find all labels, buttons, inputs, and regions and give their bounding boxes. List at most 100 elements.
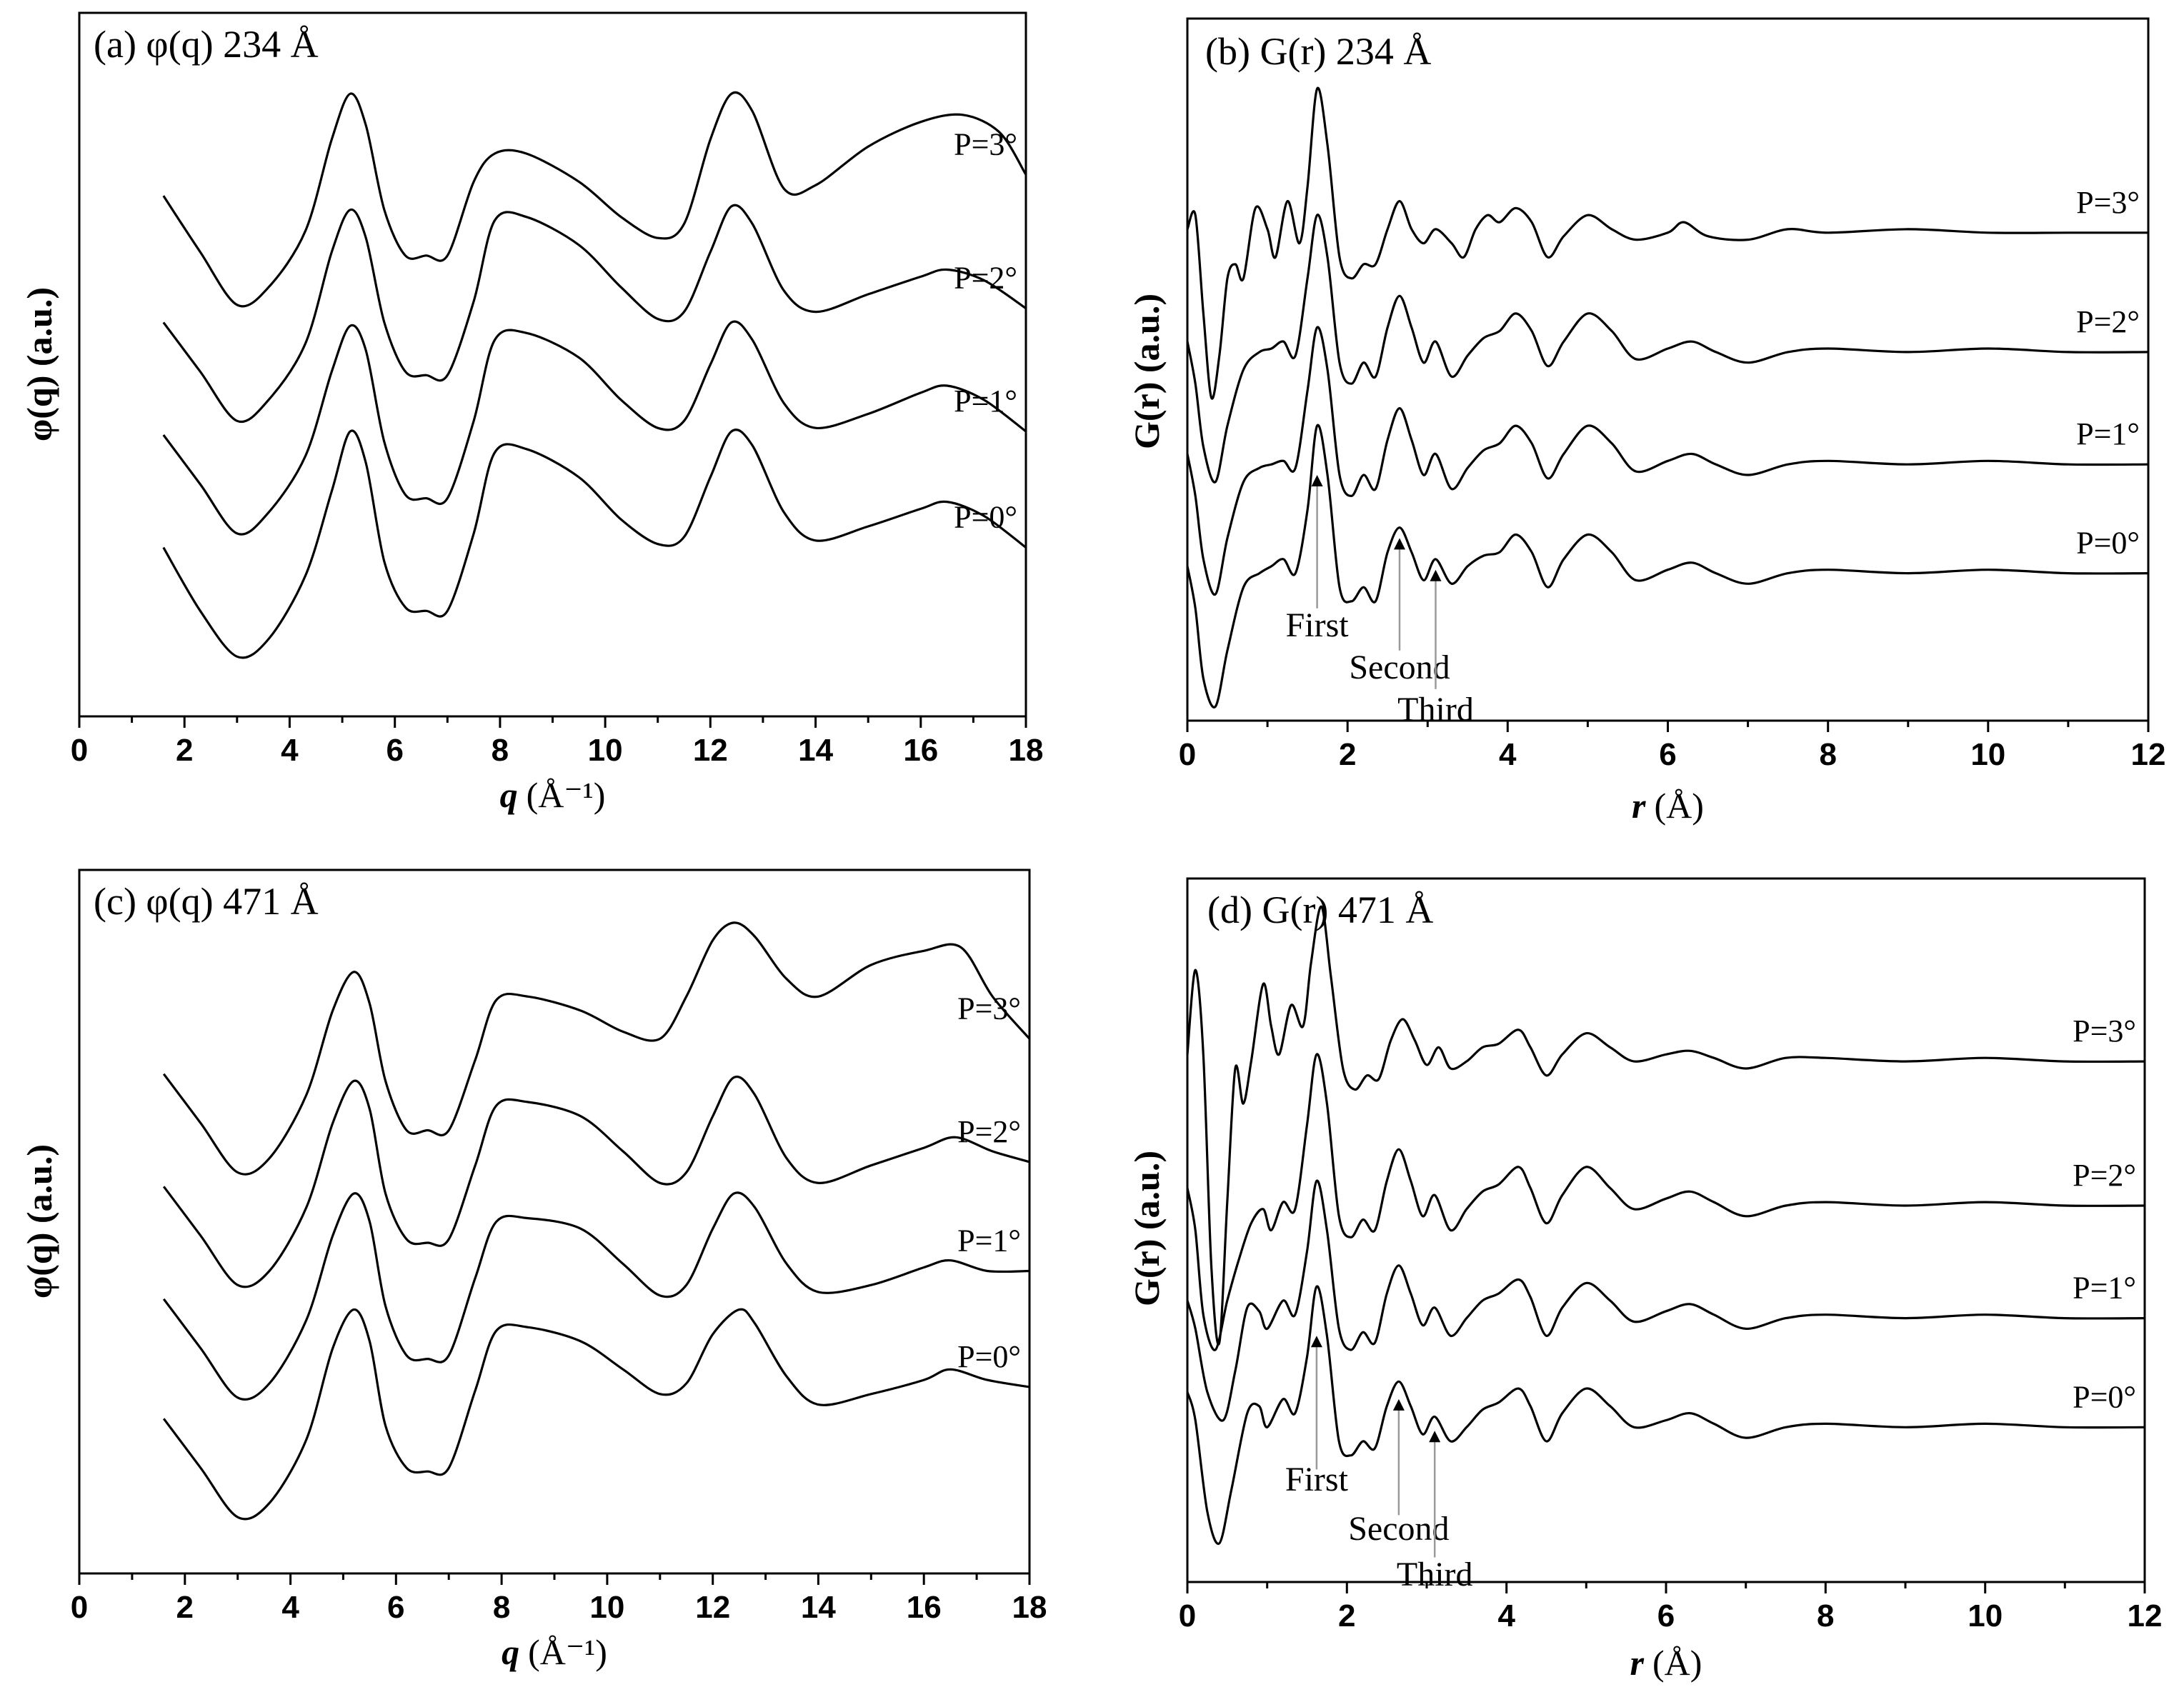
curve-b-0 xyxy=(1186,424,2149,709)
x-tick-label-c-1: 2 xyxy=(176,1590,194,1625)
x-tick-label-c-5: 10 xyxy=(589,1590,624,1625)
y-axis-title-d: G(r) (a.u.) xyxy=(1127,1151,1167,1306)
panel-title-c: (c) φ(q) 471 Å xyxy=(94,880,319,923)
panel-d: (d) G(r) 471 Å P=0°P=1°P=2°P=3° FirstSec… xyxy=(1127,877,2163,1683)
curve-d-2 xyxy=(1186,1053,2145,1351)
curve-a-3 xyxy=(162,91,1027,308)
x-tick-label-b-4: 8 xyxy=(1819,737,1836,772)
x-ticks-c: 0 2 4 6 8 10 12 14 16 18 xyxy=(71,1573,1047,1625)
annotation-label-b-2: Third xyxy=(1397,691,1474,729)
series-label-a-1: P=1° xyxy=(954,384,1017,419)
y-axis-title-c: φ(q) (a.u.) xyxy=(19,1144,59,1298)
series-label-b-2: P=2° xyxy=(2076,304,2140,339)
curves-b: P=0° P=1° P=2° P=3° xyxy=(1186,86,2149,709)
x-tick-label-c-7: 14 xyxy=(801,1590,836,1625)
curves-c: P=0° P=1° P=2° P=3° xyxy=(162,921,1031,1521)
x-axis-title-c: q (Å⁻¹) xyxy=(502,1632,607,1672)
y-axis-title-a: φ(q) (a.u.) xyxy=(19,287,59,441)
curve-b-2 xyxy=(1186,214,2149,484)
x-tick-label-d-5: 10 xyxy=(1968,1598,2003,1633)
annotations-d: First Second Third xyxy=(1285,1336,1473,1593)
x-tick-label-c-6: 12 xyxy=(695,1590,730,1625)
annotation-label-b-1: Second xyxy=(1349,649,1450,686)
annotation-label-d-1: Second xyxy=(1348,1510,1449,1548)
series-label-c-3: P=3° xyxy=(957,991,1021,1026)
series-label-c-1: P=1° xyxy=(957,1223,1021,1258)
series-label-b-3: P=3° xyxy=(2076,185,2140,220)
series-label-a-3: P=3° xyxy=(954,127,1017,162)
curve-c-0 xyxy=(162,1308,1030,1521)
series-label-b-1: P=1° xyxy=(2076,416,2140,451)
x-tick-label-b-1: 2 xyxy=(1339,737,1356,772)
curve-a-0 xyxy=(162,429,1027,659)
curve-b-1 xyxy=(1186,326,2149,596)
curve-c-1 xyxy=(162,1191,1030,1401)
x-axis-title-b: r (Å) xyxy=(1632,786,1704,826)
x-tick-label-a-5: 10 xyxy=(588,733,623,768)
x-tick-label-c-3: 6 xyxy=(387,1590,404,1625)
x-tick-label-d-6: 12 xyxy=(2128,1598,2163,1633)
x-tick-label-c-0: 0 xyxy=(71,1590,88,1625)
curve-a-2 xyxy=(162,204,1027,424)
curve-d-0 xyxy=(1186,1285,2145,1546)
x-axis-title-a: q (Å⁻¹) xyxy=(500,775,606,815)
x-tick-label-a-4: 8 xyxy=(492,733,509,768)
x-tick-label-b-6: 12 xyxy=(2131,737,2166,772)
curves-a: P=0° P=1° P=2° P=3° xyxy=(162,91,1027,659)
x-tick-label-a-9: 18 xyxy=(1009,733,1044,768)
x-ticks-a: 0 2 4 6 8 10 12 14 16 18 xyxy=(71,716,1044,768)
x-tick-label-b-0: 0 xyxy=(1179,737,1196,772)
x-tick-label-c-4: 8 xyxy=(493,1590,510,1625)
series-label-a-0: P=0° xyxy=(954,500,1017,535)
curve-b-3 xyxy=(1186,86,2148,400)
x-tick-label-d-0: 0 xyxy=(1179,1598,1196,1633)
x-tick-label-a-2: 4 xyxy=(281,733,299,768)
annotation-label-b-0: First xyxy=(1286,606,1350,644)
curve-a-1 xyxy=(162,320,1027,536)
annotation-label-d-0: First xyxy=(1285,1461,1349,1498)
annotation-label-d-2: Third xyxy=(1397,1556,1473,1593)
panel-title-b: (b) G(r) 234 Å xyxy=(1205,30,1431,73)
x-tick-label-d-2: 4 xyxy=(1497,1598,1515,1633)
curve-c-3 xyxy=(162,921,1031,1176)
arrow-head-d-1 xyxy=(1392,1398,1405,1411)
x-tick-label-c-2: 4 xyxy=(281,1590,299,1625)
x-tick-label-c-8: 16 xyxy=(907,1590,942,1625)
series-label-d-0: P=0° xyxy=(2073,1379,2136,1414)
series-label-c-2: P=2° xyxy=(957,1114,1021,1149)
x-ticks-b: 0 2 4 6 8 10 12 xyxy=(1179,721,2166,772)
x-tick-label-d-3: 6 xyxy=(1657,1598,1675,1633)
curve-c-2 xyxy=(162,1075,1030,1288)
panel-b: (b) G(r) 234 Å P=0° P=1° P=2° P=3° First Sec… xyxy=(1127,17,2166,826)
arrow-head-b-1 xyxy=(1394,538,1405,550)
arrow-head-b-2 xyxy=(1430,569,1442,581)
series-label-b-0: P=0° xyxy=(2076,526,2140,561)
x-axis-title-d: r (Å) xyxy=(1630,1643,1702,1683)
panel-c: (c) φ(q) 471 Å P=0° P=1° P=2° P=3° 0 2 4 6 8 10 1… xyxy=(19,868,1047,1672)
curves-d: P=0° P=1° P=2° P=3° xyxy=(1186,905,2145,1546)
x-tick-label-a-7: 14 xyxy=(798,733,833,768)
series-label-c-0: P=0° xyxy=(957,1339,1021,1374)
x-tick-label-b-3: 6 xyxy=(1659,737,1676,772)
x-tick-label-a-8: 16 xyxy=(903,733,938,768)
x-tick-label-b-2: 4 xyxy=(1499,737,1517,772)
arrow-head-b-0 xyxy=(1311,475,1323,486)
series-label-d-2: P=2° xyxy=(2073,1158,2136,1193)
curve-d-3 xyxy=(1186,905,2145,1346)
arrow-head-d-0 xyxy=(1310,1336,1322,1348)
series-label-d-3: P=3° xyxy=(2073,1013,2136,1048)
arrow-head-d-2 xyxy=(1429,1431,1441,1443)
x-tick-label-a-0: 0 xyxy=(71,733,88,768)
x-tick-label-d-4: 8 xyxy=(1817,1598,1834,1633)
panel-title-a: (a) φ(q) 234 Å xyxy=(94,23,319,66)
x-tick-label-c-9: 18 xyxy=(1012,1590,1047,1625)
y-axis-title-b: G(r) (a.u.) xyxy=(1127,294,1167,449)
x-tick-label-a-3: 6 xyxy=(386,733,403,768)
x-tick-label-b-5: 10 xyxy=(1970,737,2005,772)
x-tick-label-a-6: 12 xyxy=(693,733,728,768)
series-label-d-1: P=1° xyxy=(2073,1271,2136,1306)
curve-d-1 xyxy=(1186,1179,2145,1422)
x-ticks-d: 0 2 4 6 8 10 12 xyxy=(1179,1582,2163,1633)
annotations-b: First Second Third xyxy=(1286,475,1474,729)
